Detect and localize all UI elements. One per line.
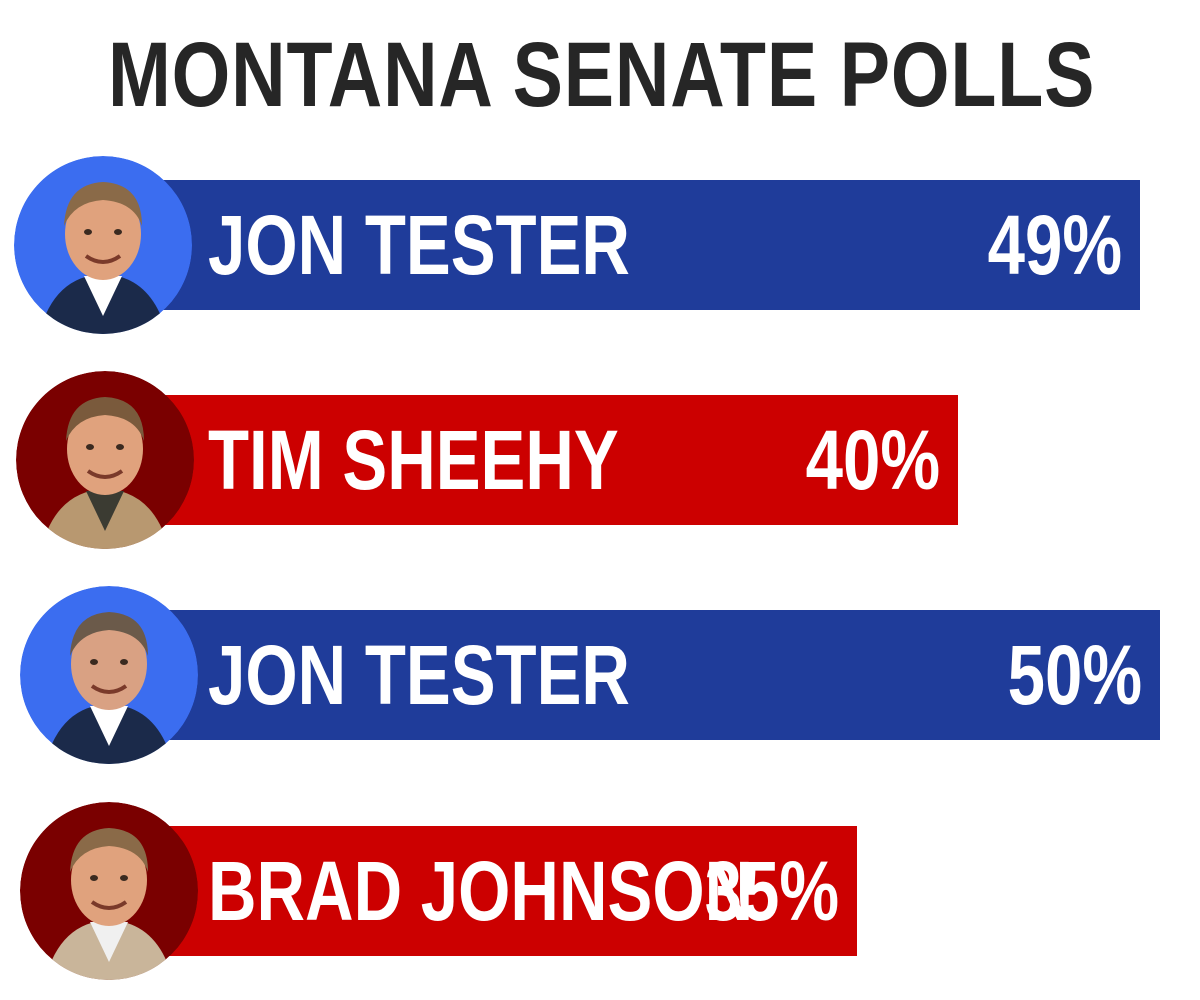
jon-tester-photo-icon [20, 586, 198, 764]
tim-sheehy-photo-icon [16, 371, 194, 549]
bar-democrat [150, 610, 1160, 740]
poll-percentage-label: 35% [704, 844, 840, 938]
candidate-name-label: TIM SHEEHY [208, 413, 619, 507]
jon-tester-photo-icon [14, 156, 192, 334]
candidate-name-label: JON TESTER [208, 628, 630, 722]
bar-republican [150, 826, 857, 956]
candidate-name-label: BRAD JOHNSON [208, 844, 754, 938]
bar-republican [150, 395, 958, 525]
poll-percentage-label: 40% [805, 413, 941, 507]
candidate-name-label: JON TESTER [208, 198, 630, 292]
brad-johnson-photo-icon [20, 802, 198, 980]
poll-percentage-label: 50% [1007, 628, 1143, 722]
bar-democrat [150, 180, 1140, 310]
poll-percentage-label: 49% [987, 198, 1122, 292]
chart-title: MONTANA SENATE POLLS [108, 24, 1096, 126]
